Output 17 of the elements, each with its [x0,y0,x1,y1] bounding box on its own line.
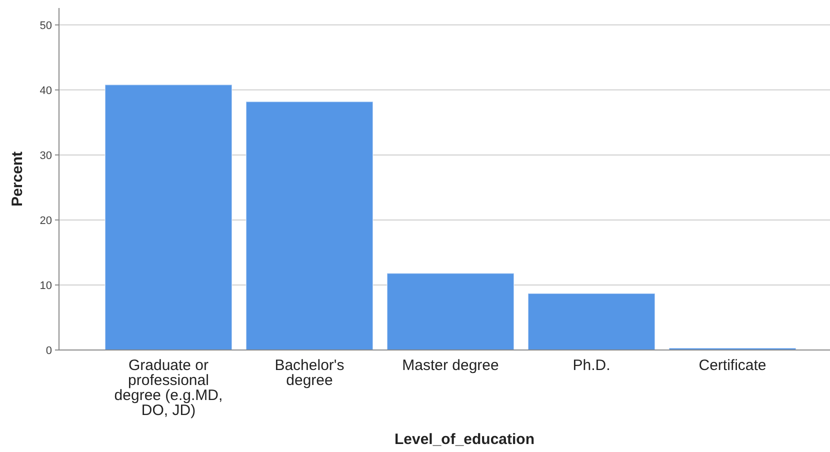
x-tick-label: Ph.D. [572,357,610,374]
y-tick-label: 10 [40,280,52,292]
y-axis-title: Percent [9,151,26,207]
bar [246,101,374,350]
bar [528,292,656,350]
x-tick-label: Graduate or professional degree (e.g.MD, DO, JD) [114,357,223,419]
bar [104,84,232,350]
y-tick-label: 0 [46,344,52,357]
y-tick-label: 40 [40,84,52,97]
y-tick-label: 20 [40,214,52,227]
y-tick-label: 50 [40,20,52,32]
bar [386,272,514,350]
x-tick-label: Certificate [698,357,766,374]
x-axis-title: Level_of_education [394,431,535,448]
x-tick-label: Bachelor's degree [274,357,344,389]
y-tick-label: 30 [40,150,52,162]
x-tick-label: Master degree [402,357,499,374]
